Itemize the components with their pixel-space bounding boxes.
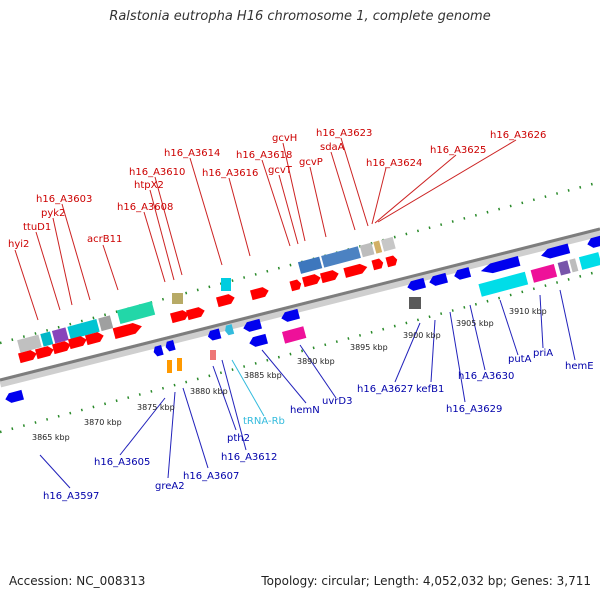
ruler-label-3865: 3865 kbp: [32, 433, 70, 442]
gene-label-h16-a3627: h16_A3627: [357, 384, 413, 395]
ruler-label-3880: 3880 kbp: [190, 387, 228, 396]
gene-label-acrb11: acrB11: [87, 234, 122, 245]
gene-label-puta: putA: [508, 354, 532, 365]
gene-label-h16-a3618: h16_A3618: [236, 150, 292, 161]
accession-text: Accession: NC_008313: [9, 574, 146, 588]
ruler-label-3890: 3890 kbp: [297, 357, 335, 366]
gene-label-pria: priA: [533, 348, 553, 359]
ruler-labels: 3865 kbp 3870 kbp 3875 kbp 3880 kbp 3885…: [32, 307, 547, 442]
gene-label-h16-a3607: h16_A3607: [183, 471, 239, 482]
gene-label-h16-a3603: h16_A3603: [36, 194, 92, 205]
gene-label-uvrd3: uvrD3: [322, 396, 352, 407]
gene-label-gcvh: gcvH: [272, 133, 297, 144]
top-strand-arrows: [18, 254, 399, 364]
gene-label-h16-a3605: h16_A3605: [94, 457, 150, 468]
gene-label-h16-a3614: h16_A3614: [164, 148, 220, 159]
ruler-label-3900: 3900 kbp: [403, 331, 441, 340]
bottom-strand-features: [167, 252, 600, 373]
gene-label-h16-a3624: h16_A3624: [366, 158, 422, 169]
trna-leader-line: [231, 359, 265, 417]
top-gene-labels: hyi2 ttuD1 pyk2 h16_A3603 acrB11 h16_A36…: [8, 128, 546, 250]
gene-label-sdaa: sdaA: [320, 142, 345, 153]
gene-label-h16-a3630: h16_A3630: [458, 371, 514, 382]
gene-label-kefb1: kefB1: [416, 384, 444, 395]
ruler-label-3885: 3885 kbp: [244, 371, 282, 380]
map-title: Ralstonia eutropha H16 chromosome 1, com…: [109, 9, 491, 24]
ruler-label-3875: 3875 kbp: [137, 403, 175, 412]
bottom-leader-lines: [39, 289, 576, 489]
gene-label-pth2: pth2: [227, 433, 250, 444]
gene-label-h16-a3623: h16_A3623: [316, 128, 372, 139]
gene-label-h16-a3612: h16_A3612: [221, 452, 277, 463]
gene-label-h16-a3629: h16_A3629: [446, 404, 502, 415]
genome-backbone: [0, 227, 600, 388]
gene-label-h16-a3608: h16_A3608: [117, 202, 173, 213]
gene-label-hyi2: hyi2: [8, 239, 29, 250]
gene-label-h16-a3610: h16_A3610: [129, 167, 185, 178]
gene-label-hemn: hemN: [290, 405, 320, 416]
gene-label-pyk2: pyk2: [41, 208, 65, 219]
ruler-label-3905: 3905 kbp: [456, 319, 494, 328]
gene-label-h16-a3625: h16_A3625: [430, 145, 486, 156]
top-leader-lines: [14, 137, 517, 321]
ruler-label-3910: 3910 kbp: [509, 307, 547, 316]
bottom-gene-labels: h16_A3597 h16_A3605 greA2 h16_A3607 pth2…: [43, 348, 594, 502]
gene-label-grea2: greA2: [155, 481, 185, 492]
gene-label-heme: hemE: [565, 361, 594, 372]
gene-label-gcvt: gcvT: [268, 165, 293, 176]
gene-label-htpx2: htpX2: [134, 180, 164, 191]
gene-label-h16-a3597: h16_A3597: [43, 491, 99, 502]
gene-label-trna-rb: tRNA-Rb: [243, 416, 285, 427]
gene-label-h16-a3626: h16_A3626: [490, 130, 546, 141]
gene-label-h16-a3616: h16_A3616: [202, 168, 258, 179]
top-strand-features: [17, 236, 396, 353]
gene-label-gcvp: gcvP: [299, 157, 323, 168]
topology-text: Topology: circular; Length: 4,052,032 bp…: [261, 574, 591, 588]
gene-label-ttud1: ttuD1: [23, 222, 51, 233]
ruler-label-3895: 3895 kbp: [350, 343, 388, 352]
ruler-label-3870: 3870 kbp: [84, 418, 122, 427]
